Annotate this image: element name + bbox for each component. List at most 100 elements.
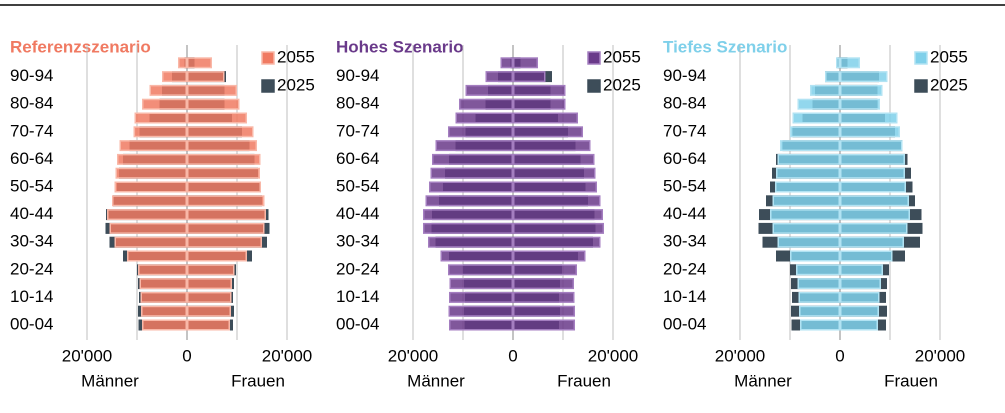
- bar: [513, 98, 566, 110]
- y-tick-label: 30-34: [663, 232, 706, 251]
- bar: [513, 305, 575, 317]
- bar: [187, 167, 260, 179]
- y-tick-label: 20-24: [336, 259, 379, 278]
- chart-title: Tiefes Szenario: [663, 37, 787, 56]
- bar: [187, 195, 265, 207]
- bar: [449, 319, 513, 331]
- bar: [187, 236, 262, 248]
- bar: [792, 112, 840, 124]
- bar: [114, 181, 187, 193]
- y-tick-label: 30-34: [10, 232, 53, 251]
- bar: [513, 250, 586, 262]
- bar: [513, 112, 578, 124]
- bar: [187, 57, 212, 69]
- bar: [187, 209, 266, 221]
- y-tick-label: 00-04: [336, 314, 379, 333]
- y-tick-label: 00-04: [663, 314, 706, 333]
- y-tick-label: 70-74: [336, 121, 379, 140]
- chart-title: Hohes Szenario: [336, 37, 464, 56]
- y-tick-label: 60-64: [336, 149, 379, 168]
- bar: [142, 319, 187, 331]
- bar: [513, 84, 566, 96]
- bar: [430, 167, 513, 179]
- bar: [513, 291, 575, 303]
- chart-title: Referenzszenario: [10, 37, 151, 56]
- y-tick-label: 80-84: [10, 94, 53, 113]
- bar: [449, 278, 513, 290]
- bar: [187, 181, 261, 193]
- legend-swatch: [261, 51, 275, 65]
- bar: [440, 250, 513, 262]
- bar: [500, 57, 513, 69]
- bar: [513, 126, 583, 138]
- bar: [432, 153, 513, 165]
- bar: [513, 195, 601, 207]
- bar: [840, 209, 910, 221]
- bar: [772, 222, 840, 234]
- bar: [187, 305, 231, 317]
- bar: [513, 319, 575, 331]
- bar: [513, 209, 603, 221]
- bar: [840, 140, 903, 152]
- bar: [780, 140, 840, 152]
- bar: [448, 264, 513, 276]
- bar: [513, 140, 591, 152]
- bar: [840, 264, 883, 276]
- legend-swatch: [261, 79, 275, 93]
- bar: [112, 195, 187, 207]
- x-tick-label: 0: [508, 346, 517, 365]
- y-tick-label: 10-14: [10, 287, 53, 306]
- y-tick-label: 40-44: [663, 204, 706, 223]
- bar: [513, 264, 577, 276]
- bar: [127, 250, 187, 262]
- bar: [840, 98, 880, 110]
- bar: [187, 98, 240, 110]
- bar: [162, 71, 187, 83]
- bar: [435, 140, 513, 152]
- legend-label: 2055: [930, 47, 968, 66]
- bar: [513, 153, 595, 165]
- bar: [840, 181, 906, 193]
- bar: [423, 222, 513, 234]
- bar: [187, 140, 257, 152]
- bar: [513, 236, 601, 248]
- bar: [187, 250, 247, 262]
- bar: [513, 57, 538, 69]
- y-tick-label: 50-54: [10, 176, 53, 195]
- y-tick-label: 20-24: [10, 259, 53, 278]
- y-tick-label: 90-94: [336, 66, 379, 85]
- bar: [840, 291, 880, 303]
- legend-label: 2025: [603, 75, 641, 94]
- bar: [485, 71, 513, 83]
- bar: [139, 278, 187, 290]
- y-tick-label: 40-44: [336, 204, 379, 223]
- bar: [109, 222, 187, 234]
- bar: [840, 236, 904, 248]
- bar: [448, 126, 513, 138]
- bar: [455, 112, 513, 124]
- bar: [797, 98, 840, 110]
- bar: [840, 112, 898, 124]
- bar: [840, 71, 888, 83]
- bar: [810, 84, 840, 96]
- legend-swatch: [914, 51, 928, 65]
- bar: [187, 222, 265, 234]
- y-tick-label: 60-64: [663, 149, 706, 168]
- legend-label: 2025: [930, 75, 968, 94]
- bar: [796, 264, 840, 276]
- x-tick-label: 20'000: [915, 346, 966, 365]
- y-tick-label: 90-94: [663, 66, 706, 85]
- bar: [115, 167, 187, 179]
- bar: [840, 195, 909, 207]
- y-tick-label: 10-14: [663, 287, 706, 306]
- bar: [513, 181, 597, 193]
- bar: [187, 291, 232, 303]
- y-tick-label: 30-34: [336, 232, 379, 251]
- x-tick-label: 0: [835, 346, 844, 365]
- bar: [840, 84, 883, 96]
- bar: [777, 236, 840, 248]
- bar: [187, 84, 237, 96]
- bar: [178, 57, 187, 69]
- bar: [770, 209, 840, 221]
- x-tick-label: 20'000: [262, 346, 313, 365]
